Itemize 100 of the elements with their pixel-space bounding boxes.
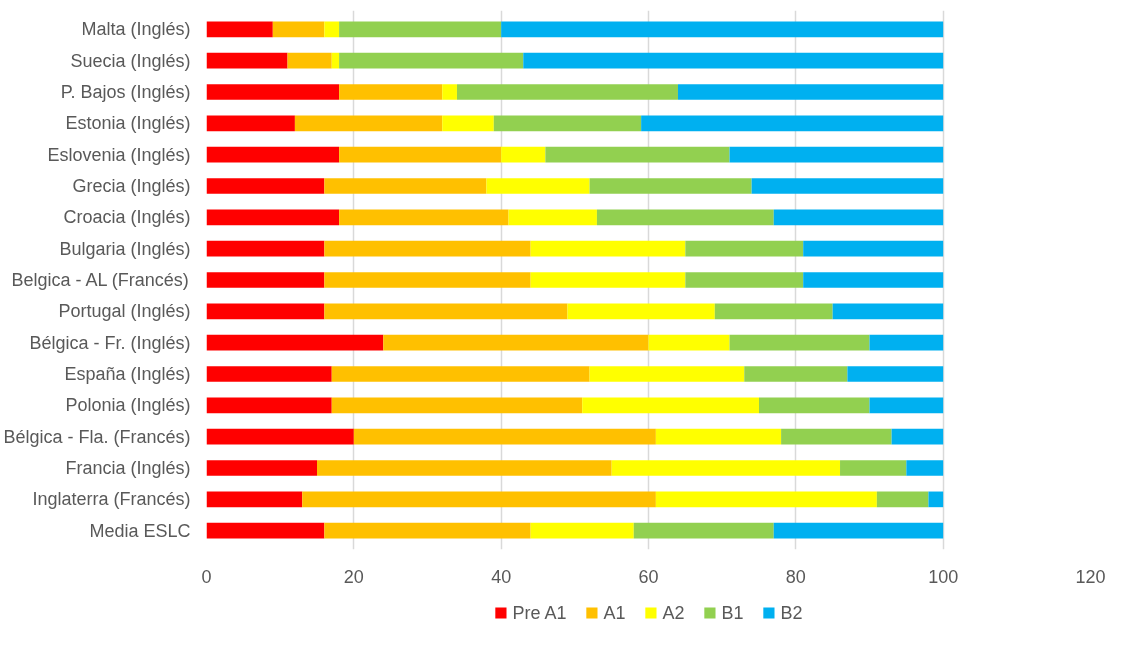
bar — [759, 397, 870, 414]
bar — [206, 21, 273, 38]
x-tick-label: 100 — [928, 566, 959, 587]
bar — [486, 178, 590, 194]
bar — [206, 334, 384, 351]
legend-label: Pre A1 — [512, 602, 567, 623]
bar — [869, 334, 944, 351]
bar — [324, 522, 531, 539]
y-tick-label: P. Bajos (Inglés) — [60, 81, 191, 102]
bar — [803, 272, 944, 288]
bar — [596, 209, 774, 226]
bar — [206, 428, 354, 445]
y-tick-label: Suecia (Inglés) — [70, 50, 191, 71]
bar — [751, 178, 944, 194]
bar — [677, 84, 944, 100]
bar — [339, 21, 502, 38]
y-tick-label: Portugal (Inglés) — [58, 301, 191, 322]
x-tick-label: 120 — [1075, 566, 1106, 587]
bar — [324, 21, 340, 38]
bar — [633, 522, 774, 539]
legend-label: A1 — [603, 602, 626, 623]
y-tick-label: Bulgaria (Inglés) — [59, 238, 191, 259]
bar — [206, 240, 325, 257]
x-tick-label: 80 — [785, 566, 806, 587]
bar — [655, 491, 877, 508]
y-tick-label: Media ESLC — [89, 520, 191, 541]
y-tick-label: Francia (Inglés) — [65, 458, 191, 479]
bar — [773, 209, 944, 226]
bar — [339, 146, 502, 163]
bar — [331, 52, 340, 69]
bar — [294, 115, 443, 132]
bar — [383, 334, 649, 351]
bar — [317, 460, 612, 476]
bar — [891, 428, 944, 445]
bar — [287, 52, 332, 69]
x-tick-label: 0 — [201, 566, 212, 587]
bar — [339, 52, 524, 69]
x-tick-label: 20 — [343, 566, 364, 587]
bar — [501, 146, 546, 163]
bar — [729, 334, 870, 351]
bar — [442, 84, 457, 100]
y-tick-label: Eslovenia (Inglés) — [47, 144, 191, 165]
y-tick-label: Estonia (Inglés) — [65, 113, 191, 134]
bar — [206, 397, 332, 414]
bar — [508, 209, 597, 226]
bar — [324, 178, 487, 194]
bar — [876, 491, 929, 508]
y-tick-label: Bélgica - Fla. (Francés) — [3, 426, 191, 447]
bar — [906, 460, 944, 476]
x-tick-label: 60 — [638, 566, 659, 587]
bar — [744, 366, 848, 382]
bar — [456, 84, 678, 100]
x-tick-label: 40 — [491, 566, 512, 587]
bar — [685, 240, 804, 257]
bar — [501, 21, 944, 38]
bar — [685, 272, 804, 288]
bar — [611, 460, 841, 476]
y-tick-label: Bélgica - Fr. (Inglés) — [29, 332, 191, 353]
bar — [206, 460, 317, 476]
y-tick-label: Grecia (Inglés) — [72, 175, 191, 196]
bar — [206, 303, 325, 320]
bar — [545, 146, 730, 163]
bar — [339, 84, 443, 100]
bar — [530, 522, 634, 539]
bar — [567, 303, 715, 320]
bar — [781, 428, 892, 445]
legend-label: B2 — [780, 602, 803, 623]
bar — [589, 178, 752, 194]
y-tick-label: Belgica - AL (Francés) — [11, 270, 189, 290]
bar — [353, 428, 656, 445]
y-tick-label: Malta (Inglés) — [81, 19, 191, 40]
bar — [847, 366, 944, 382]
bar — [530, 272, 686, 288]
bar — [648, 334, 730, 351]
legend-label: A2 — [662, 602, 685, 623]
bar — [206, 366, 332, 382]
bar — [928, 491, 944, 508]
bar — [206, 84, 340, 100]
bar — [729, 146, 944, 163]
bar — [324, 272, 531, 288]
bar — [206, 178, 325, 194]
bar — [339, 209, 509, 226]
bar — [206, 209, 340, 226]
bar — [523, 52, 944, 69]
bar — [324, 240, 531, 257]
bar — [840, 460, 907, 476]
bar — [655, 428, 782, 445]
bar — [803, 240, 944, 257]
bar — [641, 115, 944, 132]
bar — [493, 115, 642, 132]
bar — [206, 146, 340, 163]
bar — [206, 522, 325, 539]
y-tick-label: España (Inglés) — [64, 364, 191, 385]
y-tick-label: Inglaterra (Francés) — [32, 489, 191, 510]
bar — [773, 522, 944, 539]
bar — [324, 303, 568, 320]
bar — [832, 303, 944, 320]
bar — [206, 272, 325, 288]
bar — [206, 52, 288, 69]
y-tick-label: Croacia (Inglés) — [63, 207, 191, 228]
